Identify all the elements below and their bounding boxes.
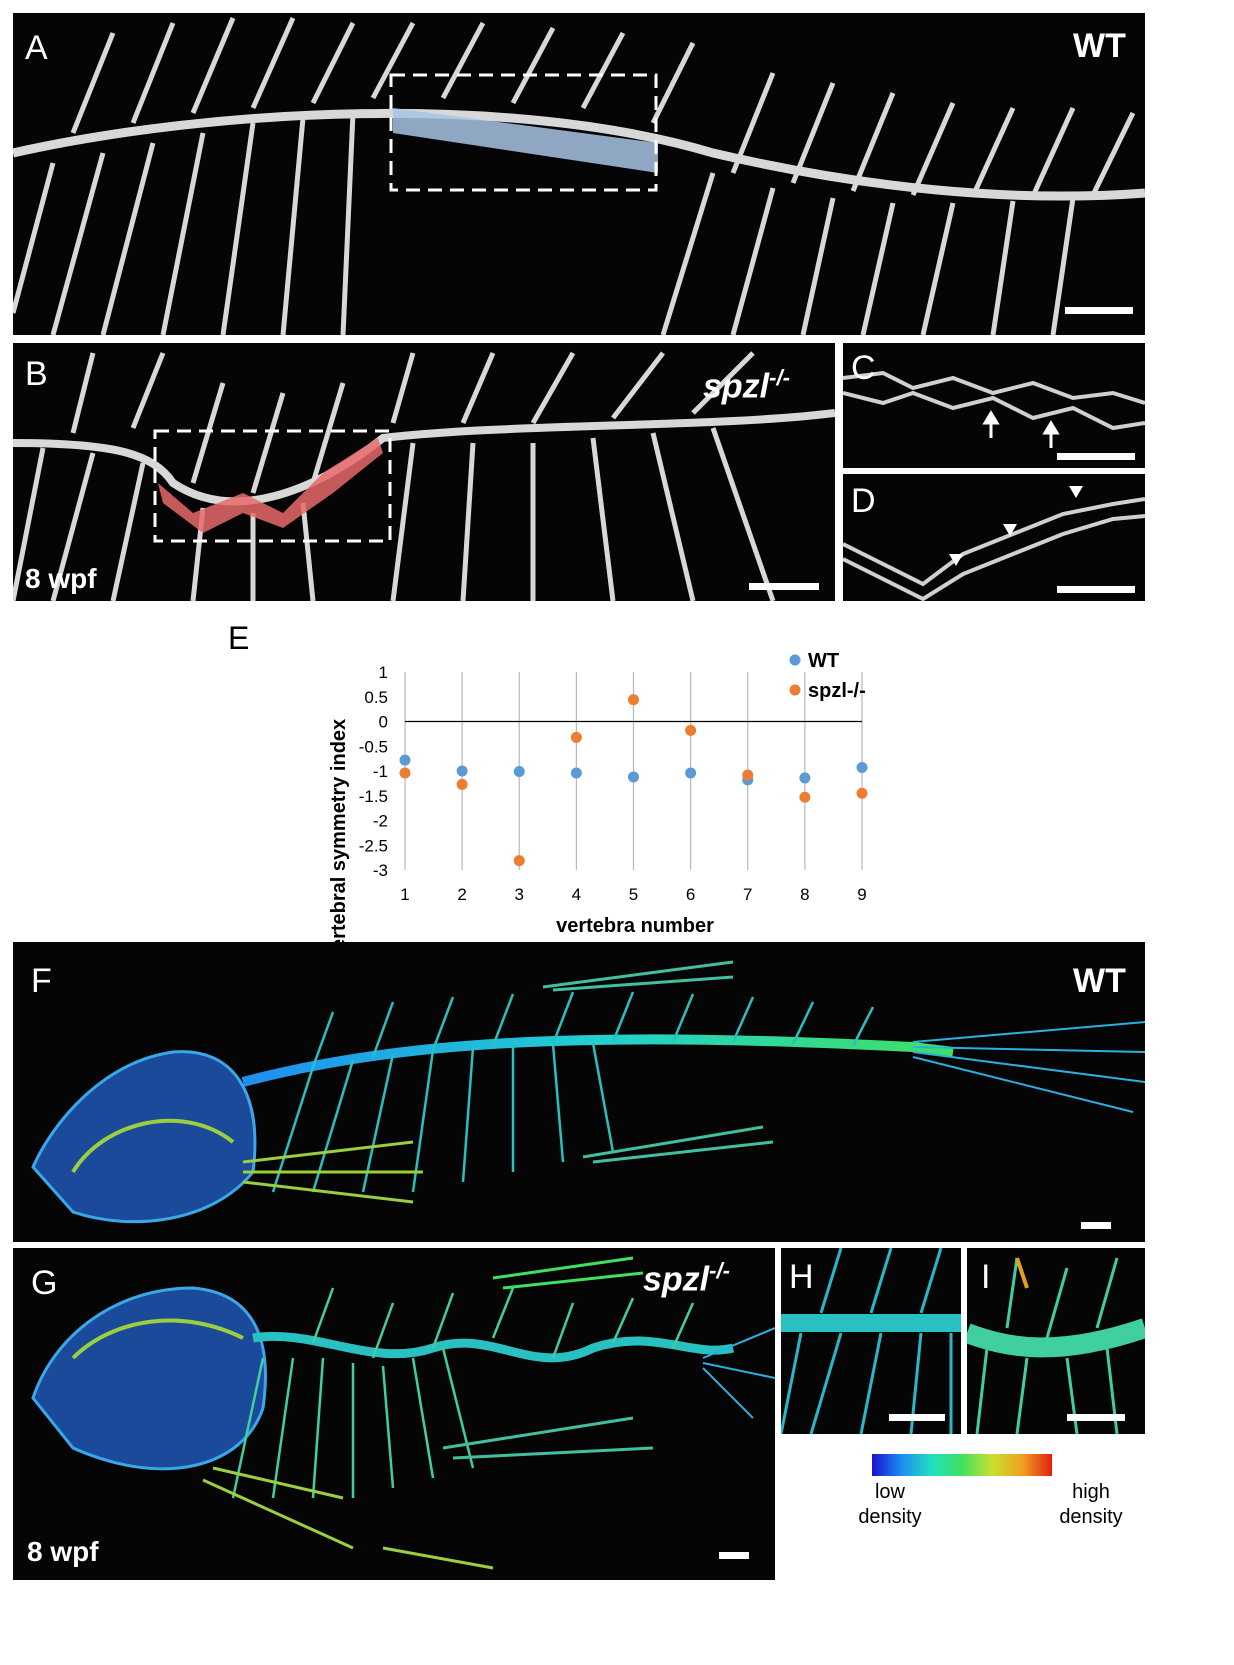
panel-d-skeleton bbox=[843, 486, 1145, 601]
chart-point-spzl-7 bbox=[742, 769, 754, 781]
chart-point-spzl-6 bbox=[685, 724, 697, 736]
chart-y-tick-label: 1 bbox=[379, 663, 388, 682]
panel-f-scale-bar bbox=[1081, 1222, 1111, 1229]
chart-point-spzl-3 bbox=[513, 855, 525, 867]
panel-f-image: F WT bbox=[13, 942, 1145, 1242]
chart-x-tick-label: 3 bbox=[515, 885, 524, 904]
panel-a-skeleton bbox=[13, 16, 1145, 335]
chart-point-wt-3 bbox=[513, 765, 525, 777]
panel-i-image: I bbox=[967, 1248, 1145, 1434]
panel-f-label: F bbox=[31, 962, 52, 1000]
chart-y-tick-label: 0.5 bbox=[364, 688, 388, 707]
panel-d-label: D bbox=[851, 482, 876, 520]
panel-d-scale-bar bbox=[1057, 586, 1135, 593]
panel-e-label: E bbox=[228, 620, 250, 656]
panel-g-skeleton bbox=[31, 1256, 775, 1570]
chart-point-spzl-8 bbox=[799, 791, 811, 803]
chart-y-tick-label: -3 bbox=[373, 861, 388, 880]
chart-svg: 1 0.5 0 -0.5 -1 -1.5 -2 -2.5 -3 1 2 3 4 5 6 7 8 9 verteb… bbox=[328, 650, 868, 961]
panel-a-genotype: WT bbox=[1073, 27, 1126, 65]
panel-b-scale-bar bbox=[749, 583, 819, 590]
panel-h-skeleton bbox=[781, 1248, 961, 1434]
panel-b-stage: 8 wpf bbox=[25, 563, 97, 594]
panel-a-label: A bbox=[25, 29, 48, 67]
chart-x-tick-label: 1 bbox=[400, 885, 409, 904]
chart-point-wt-1 bbox=[399, 754, 411, 766]
panel-h-scale-bar bbox=[889, 1414, 945, 1421]
chart-y-tick-label: -0.5 bbox=[359, 737, 388, 756]
chart-legend-label-wt: WT bbox=[808, 650, 839, 672]
panel-c-scale-bar bbox=[1057, 453, 1135, 460]
chart-point-spzl-5 bbox=[628, 694, 639, 706]
panel-a-image: A WT bbox=[13, 13, 1145, 335]
chart-x-tick-label: 8 bbox=[800, 885, 809, 904]
chart-y-tick-label: 0 bbox=[379, 713, 388, 732]
colorbar-low-label: low density bbox=[850, 1480, 930, 1530]
panel-i-scale-bar bbox=[1067, 1414, 1125, 1421]
chart-x-tick-label: 2 bbox=[457, 885, 466, 904]
panel-c-image: C bbox=[843, 343, 1145, 468]
chart-x-tick-label: 5 bbox=[629, 885, 638, 904]
chart-point-spzl-4 bbox=[570, 731, 582, 743]
chart-y-tick-label: -2 bbox=[373, 812, 388, 831]
chart-legend-label-spzl: spzl-/- bbox=[808, 680, 866, 702]
chart-point-spzl-9 bbox=[856, 787, 868, 799]
chart-y-axis-label: vertebral symmetry index bbox=[328, 719, 350, 961]
chart-point-wt-9 bbox=[856, 762, 868, 774]
symmetry-index-chart: 1 0.5 0 -0.5 -1 -1.5 -2 -2.5 -3 1 2 3 4 5 6 7 8 9 verteb… bbox=[230, 650, 970, 1010]
panel-g-genotype: spzl-/- bbox=[643, 1258, 730, 1299]
chart-y-tick-label: -2.5 bbox=[359, 836, 388, 855]
panel-b-skeleton bbox=[13, 351, 835, 601]
chart-point-spzl-2 bbox=[456, 778, 468, 790]
panel-i-skeleton bbox=[967, 1257, 1145, 1434]
chart-x-tick-label: 9 bbox=[857, 885, 866, 904]
chart-x-axis-label: vertebra number bbox=[556, 915, 714, 937]
panel-d-image: D bbox=[843, 474, 1145, 601]
chart-legend-marker-wt bbox=[789, 654, 801, 666]
panel-f-skeleton bbox=[31, 960, 1145, 1224]
chart-y-tick-label: -1.5 bbox=[359, 787, 388, 806]
colorbar-low-label-line2: density bbox=[858, 1506, 922, 1528]
panel-h-label: H bbox=[789, 1258, 814, 1296]
chart-x-tick-label: 7 bbox=[743, 885, 752, 904]
density-colorbar: low density high density bbox=[850, 1400, 1220, 1620]
panel-h-image: H bbox=[781, 1248, 961, 1434]
panel-b-label: B bbox=[25, 355, 48, 393]
panel-f-genotype: WT bbox=[1073, 962, 1126, 1000]
chart-point-spzl-1 bbox=[399, 767, 411, 779]
chart-x-tick-label: 4 bbox=[572, 885, 581, 904]
panel-g-scale-bar bbox=[719, 1552, 749, 1559]
panel-i-label: I bbox=[981, 1258, 991, 1296]
panel-c-skeleton bbox=[843, 370, 1145, 448]
panel-g-image: G spzl-/- 8 wpf bbox=[13, 1248, 775, 1580]
panel-a-scale-bar bbox=[1065, 307, 1133, 314]
density-gradient-bar bbox=[872, 1454, 1052, 1476]
chart-point-wt-5 bbox=[628, 771, 639, 783]
colorbar-high-label-line2: density bbox=[1059, 1506, 1123, 1528]
chart-legend-marker-spzl bbox=[789, 684, 801, 696]
panel-b-genotype: spzl-/- bbox=[703, 365, 790, 406]
chart-point-wt-4 bbox=[570, 767, 582, 779]
panel-c-label: C bbox=[851, 349, 876, 387]
panel-g-label: G bbox=[31, 1264, 58, 1302]
colorbar-high-label-line1: high bbox=[1072, 1481, 1110, 1503]
chart-point-wt-6 bbox=[685, 767, 697, 779]
chart-point-wt-2 bbox=[456, 765, 468, 777]
chart-x-tick-label: 6 bbox=[686, 885, 695, 904]
colorbar-high-label: high density bbox=[1050, 1480, 1132, 1530]
chart-point-wt-8 bbox=[799, 772, 811, 784]
panel-g-stage: 8 wpf bbox=[27, 1536, 99, 1567]
chart-y-tick-label: -1 bbox=[373, 762, 388, 781]
panel-b-image: B spzl-/- 8 wpf bbox=[13, 343, 835, 601]
colorbar-low-label-line1: low bbox=[874, 1481, 905, 1503]
